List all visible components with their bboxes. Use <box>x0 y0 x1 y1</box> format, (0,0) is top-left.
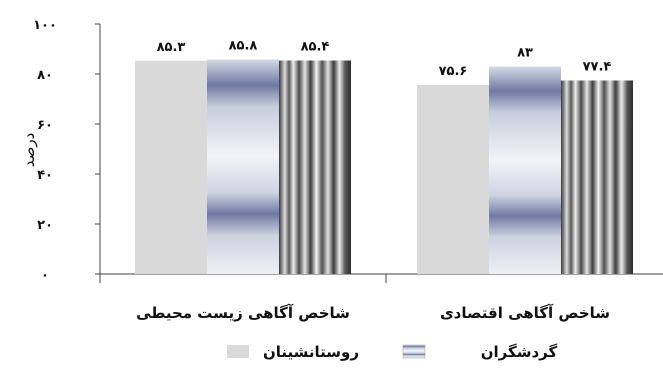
legend-label-rural: روستانشینان <box>263 343 359 361</box>
legend-label-tourists: گردشگران <box>481 343 558 361</box>
bar <box>561 80 633 274</box>
y-ticks: ۰ ۲۰ ۴۰ ۶۰ ۸۰ ۱۰۰ <box>33 18 100 283</box>
data-label: ۸۵.۳ <box>157 40 186 55</box>
category-label: شاخص آگاهی زیست محیطی <box>136 304 350 322</box>
value-labels: ۸۵.۳ ۸۵.۸ ۸۵.۴ ۷۵.۶ ۸۳ ۷۷.۴ <box>157 39 612 80</box>
data-label: ۷۵.۶ <box>439 64 468 79</box>
data-label: ۸۵.۴ <box>301 40 330 55</box>
y-axis-title: درصد <box>20 133 38 168</box>
y-tick-label: ۴۰ <box>37 168 53 183</box>
category-label: شاخص آگاهی اقتصادی <box>440 304 610 322</box>
bar <box>279 60 351 274</box>
bar <box>135 60 207 274</box>
y-tick-label: ۰ <box>41 268 49 283</box>
y-tick-label: ۲۰ <box>37 218 53 233</box>
legend: گردشگران روستانشینان <box>227 343 558 361</box>
legend-swatch-rural <box>227 345 249 358</box>
data-label: ۸۵.۸ <box>229 39 258 54</box>
y-tick-label: ۱۰۰ <box>33 18 57 33</box>
data-label: ۷۷.۴ <box>583 60 612 75</box>
y-tick-label: ۸۰ <box>37 68 53 83</box>
bar <box>207 59 279 274</box>
legend-swatch-tourists <box>402 344 426 359</box>
category-labels: شاخص آگاهی زیست محیطی شاخص آگاهی اقتصادی <box>136 304 610 322</box>
bars <box>135 59 633 274</box>
y-tick-label: ۶۰ <box>37 118 53 133</box>
bar <box>489 66 561 274</box>
bar <box>417 85 489 274</box>
data-label: ۸۳ <box>517 46 533 61</box>
